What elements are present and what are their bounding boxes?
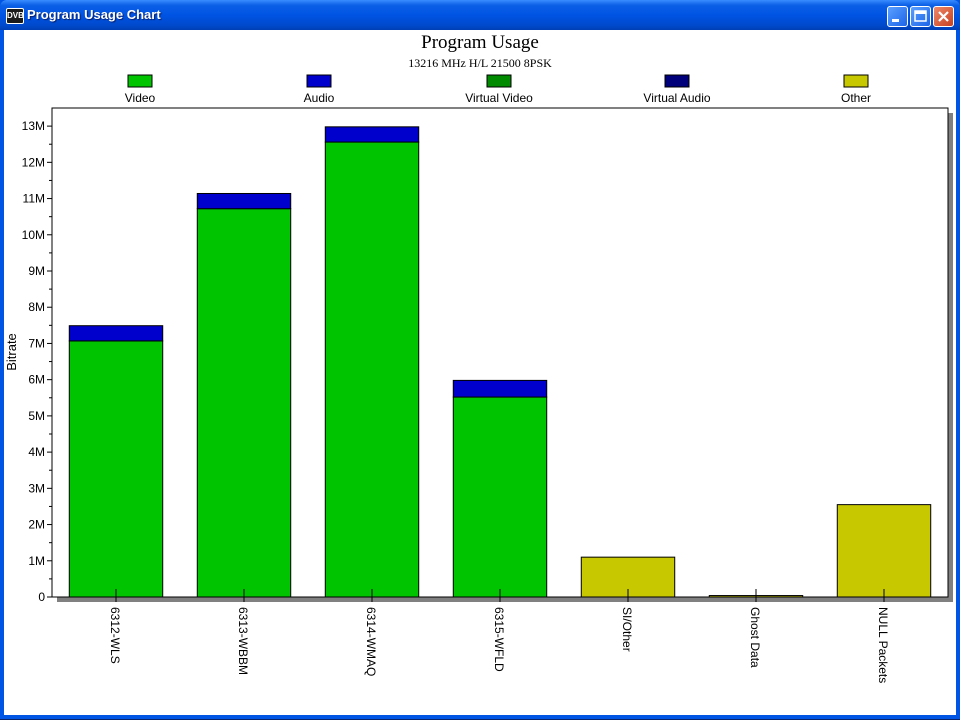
legend-label-other: Other xyxy=(841,91,871,105)
close-icon xyxy=(938,11,949,22)
legend-label-virtual-audio: Virtual Audio xyxy=(643,91,710,105)
maximize-icon xyxy=(914,10,927,22)
y-tick-label: 10M xyxy=(22,228,45,242)
bar-6313-wbbm-video xyxy=(196,208,292,598)
bar-6315-wfld-video xyxy=(452,396,548,598)
bar-6314-wmaq-video xyxy=(324,141,420,598)
legend-swatch-other xyxy=(843,74,869,88)
bar-6312-wls-audio xyxy=(68,325,164,342)
legend-label-virtual-video: Virtual Video xyxy=(465,91,533,105)
y-tick-label: 8M xyxy=(28,300,45,314)
x-axis: 6312-WLS 6313-WBBM 6314-WMAQ 6315-WFLD SI/Ot… xyxy=(108,589,890,683)
y-axis-label: Bitrate xyxy=(4,333,19,371)
y-tick-label: 4M xyxy=(28,445,45,459)
y-tick-label: 2M xyxy=(28,518,45,532)
dvb-app-icon: DVB xyxy=(6,8,24,24)
minimize-icon xyxy=(892,19,899,22)
x-tick-label: 6314-WMAQ xyxy=(364,607,378,676)
close-button[interactable] xyxy=(933,6,954,27)
chart-title: Program Usage xyxy=(421,32,539,53)
y-tick-label: 11M xyxy=(23,192,45,206)
minimize-button[interactable] xyxy=(887,6,908,27)
y-tick-label: 12M xyxy=(22,155,45,169)
bar-6315-wfld-audio xyxy=(452,379,548,398)
legend-label-video: Video xyxy=(125,91,156,105)
bar-6314-wmaq-audio xyxy=(324,126,420,143)
chart-subtitle: 13216 MHz H/L 21500 8PSK xyxy=(408,56,552,70)
title-bar[interactable]: DVB Program Usage Chart xyxy=(0,0,960,30)
y-tick-label: 7M xyxy=(28,336,45,350)
bar-6312-wls-video xyxy=(68,340,164,598)
legend-label-audio: Audio xyxy=(304,91,335,105)
y-axis: 0 1M 2M 3M 4M 5M 6M 7M 8M 9M 10M 11M 12M 13M xyxy=(22,119,52,604)
maximize-button[interactable] xyxy=(910,6,931,27)
y-tick-label: 9M xyxy=(28,264,45,278)
y-tick-label: 13M xyxy=(22,119,45,133)
legend-swatch-audio xyxy=(306,74,332,88)
chart-legend: Video Audio Virtual Video Virtual Audio Othe… xyxy=(125,74,871,105)
bar-6313-wbbm-audio xyxy=(196,192,292,210)
y-tick-label: 6M xyxy=(28,373,45,387)
y-tick-label: 0 xyxy=(38,590,45,604)
legend-swatch-virtual-audio xyxy=(664,74,690,88)
window-title: Program Usage Chart xyxy=(27,7,161,22)
x-tick-label: Ghost Data xyxy=(748,607,762,668)
x-tick-label: NULL Packets xyxy=(876,607,890,683)
program-usage-chart: Program Usage 13216 MHz H/L 21500 8PSK V… xyxy=(4,32,953,683)
x-tick-label: 6313-WBBM xyxy=(236,607,250,675)
chart-bars xyxy=(68,126,932,598)
legend-swatch-virtual-video xyxy=(486,74,512,88)
bar-null-packets-other xyxy=(836,504,932,598)
y-tick-label: 3M xyxy=(28,481,45,495)
y-tick-label: 1M xyxy=(28,554,45,568)
y-tick-label: 5M xyxy=(28,409,45,423)
chart-area: Program Usage 13216 MHz H/L 21500 8PSK V… xyxy=(4,30,956,715)
x-tick-label: 6312-WLS xyxy=(108,607,122,664)
x-tick-label: 6315-WFLD xyxy=(492,607,506,672)
x-tick-label: SI/Other xyxy=(620,607,634,652)
legend-swatch-video xyxy=(127,74,153,88)
